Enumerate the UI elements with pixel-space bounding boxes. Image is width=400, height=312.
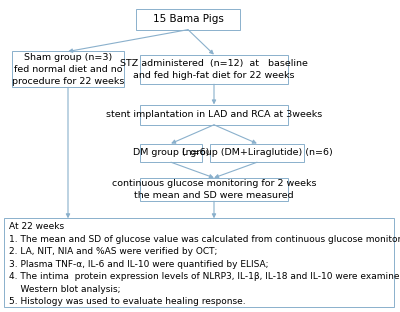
Text: L group (DM+Liraglutide) (n=6): L group (DM+Liraglutide) (n=6): [182, 149, 332, 157]
Text: continuous glucose monitoring for 2 weeks
the mean and SD were measured: continuous glucose monitoring for 2 week…: [112, 179, 316, 200]
Text: 15 Bama Pigs: 15 Bama Pigs: [152, 14, 224, 25]
FancyBboxPatch shape: [140, 105, 288, 125]
Text: At 22 weeks
1. The mean and SD of glucose value was calculated from continuous g: At 22 weeks 1. The mean and SD of glucos…: [9, 222, 400, 306]
FancyBboxPatch shape: [136, 9, 240, 30]
FancyBboxPatch shape: [140, 178, 288, 201]
Text: stent implantation in LAD and RCA at 3weeks: stent implantation in LAD and RCA at 3we…: [106, 110, 322, 119]
FancyBboxPatch shape: [140, 55, 288, 84]
FancyBboxPatch shape: [210, 144, 304, 162]
FancyBboxPatch shape: [140, 144, 202, 162]
FancyBboxPatch shape: [4, 218, 394, 307]
Text: STZ administered  (n=12)  at   baseline
and fed high-fat diet for 22 weeks: STZ administered (n=12) at baseline and …: [120, 59, 308, 80]
Text: Sham group (n=3)
fed normal diet and no
procedure for 22 weeks: Sham group (n=3) fed normal diet and no …: [12, 53, 124, 86]
Text: DM group (n=6): DM group (n=6): [133, 149, 209, 157]
FancyBboxPatch shape: [12, 51, 124, 87]
